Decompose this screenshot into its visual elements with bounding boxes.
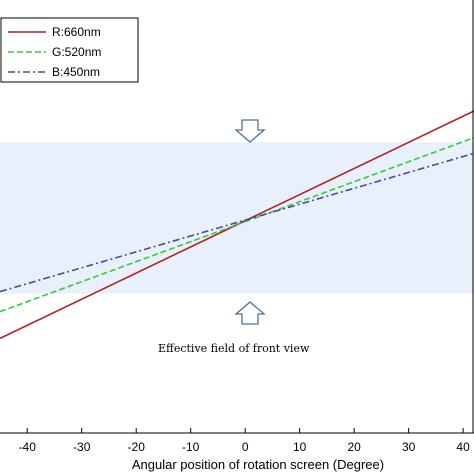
- x-ticks: -40 -30 -20 -10 0 10 20 30 40: [19, 428, 470, 454]
- series-line-1: [0, 136, 474, 313]
- x-axis-label: Angular position of rotation screen (Deg…: [132, 457, 384, 472]
- legend-box: [0, 17, 139, 83]
- legend-label-1: G:520nm: [52, 45, 101, 59]
- series-line-2: [0, 152, 474, 293]
- down-arrow-icon: [234, 119, 266, 143]
- legend-entries: R:660nm G:520nm B:450nm: [8, 25, 101, 79]
- x-tick-label-6: 20: [347, 440, 361, 454]
- effective-field-band: [0, 142, 474, 294]
- x-tick-label-5: 10: [293, 440, 307, 454]
- x-tick-label-1: -30: [73, 440, 91, 454]
- x-tick-label-3: -10: [182, 440, 200, 454]
- legend-label-0: R:660nm: [52, 25, 101, 39]
- x-tick-label-7: 30: [402, 440, 416, 454]
- legend: R:660nm G:520nm B:450nm: [0, 17, 139, 83]
- x-tick-label-0: -40: [19, 440, 37, 454]
- x-tick-label-8: 40: [456, 440, 470, 454]
- annotation-text: Effective field of front view: [158, 342, 310, 355]
- x-tick-label-4: 0: [242, 440, 249, 454]
- series-layer: [0, 110, 474, 340]
- up-arrow-icon: [234, 301, 266, 325]
- legend-label-2: B:450nm: [52, 65, 100, 79]
- x-tick-label-2: -20: [128, 440, 146, 454]
